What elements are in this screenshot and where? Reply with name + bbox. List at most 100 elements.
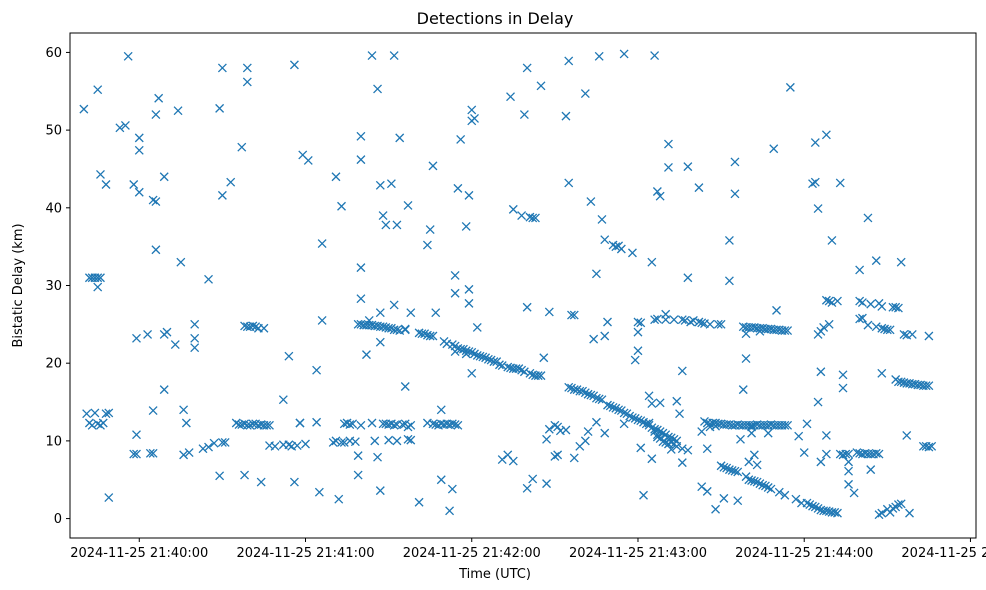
data-point: [331, 436, 341, 446]
data-point: [301, 439, 310, 449]
data-point: [697, 427, 707, 437]
data-point: [470, 349, 479, 359]
data-point: [877, 368, 887, 378]
data-point: [284, 440, 294, 450]
data-point: [688, 316, 698, 325]
data-point: [855, 265, 865, 275]
data-point: [597, 215, 607, 224]
data-point: [384, 435, 394, 445]
data-point: [450, 288, 460, 298]
y-axis-ticks: 0 10 20 30 40 50 60: [45, 46, 70, 527]
data-point: [542, 479, 552, 489]
data-point: [752, 477, 762, 487]
x-axis-ticks: 2024-11-25 21:40:00 2024-11-25 21:41:00 20…: [70, 538, 986, 561]
data-point: [337, 437, 346, 447]
data-point: [713, 319, 723, 329]
data-point: [614, 405, 624, 415]
data-point: [785, 82, 795, 92]
data-point: [295, 418, 305, 428]
data-point: [262, 420, 272, 430]
data-point: [600, 428, 610, 438]
data-point: [514, 364, 524, 374]
data-point: [154, 93, 164, 103]
data-point: [204, 274, 213, 284]
data-point: [151, 197, 161, 207]
data-point: [79, 104, 89, 114]
data-point: [827, 235, 837, 245]
data-point: [445, 506, 455, 516]
data-point: [819, 322, 829, 332]
data-point: [289, 60, 299, 70]
data-point: [303, 155, 313, 165]
data-point: [104, 408, 114, 418]
data-point: [148, 195, 158, 205]
data-point: [866, 299, 876, 309]
data-point: [666, 437, 676, 447]
data-point: [528, 474, 538, 484]
data-point: [813, 204, 823, 214]
data-point: [724, 235, 734, 245]
data-point: [461, 346, 471, 356]
data-point: [572, 385, 582, 395]
data-point: [528, 213, 538, 223]
data-point: [542, 434, 552, 444]
data-point: [580, 89, 590, 99]
y-axis-label: Bistatic Delay (km): [11, 223, 26, 347]
data-point: [824, 296, 834, 306]
data-point: [350, 437, 360, 447]
data-point: [400, 324, 410, 334]
data-point: [874, 449, 884, 459]
x-tick-label: 2024-11-25 21:44:00: [735, 546, 873, 561]
data-point: [705, 319, 715, 329]
data-point: [467, 105, 477, 115]
data-point: [145, 448, 155, 458]
data-point: [508, 456, 518, 466]
data-point: [470, 114, 479, 123]
data-point: [833, 508, 842, 518]
data-point: [633, 346, 643, 356]
data-point: [240, 470, 250, 480]
data-point: [190, 319, 200, 329]
data-point: [486, 355, 496, 365]
data-point: [833, 296, 842, 306]
data-point: [517, 365, 527, 375]
data-point: [821, 295, 831, 305]
data-point: [902, 430, 912, 440]
data-point: [810, 177, 820, 187]
data-point: [647, 257, 657, 267]
data-point: [467, 347, 477, 357]
data-point: [364, 316, 374, 325]
data-point: [375, 308, 385, 318]
data-point: [594, 394, 604, 404]
data-point: [841, 449, 851, 459]
data-point: [384, 323, 394, 333]
data-point: [663, 162, 673, 172]
data-point: [896, 499, 906, 509]
data-point: [170, 340, 180, 350]
data-point: [802, 419, 812, 429]
data-point: [550, 451, 560, 461]
data-point: [677, 444, 687, 454]
data-point: [741, 354, 751, 363]
data-point: [373, 84, 383, 94]
data-point: [780, 420, 790, 430]
data-point: [871, 448, 881, 458]
data-point: [375, 337, 385, 347]
data-point: [569, 385, 579, 395]
data-point: [652, 430, 662, 440]
data-point: [619, 49, 629, 59]
data-point: [553, 450, 563, 460]
data-point: [356, 263, 366, 273]
data-point: [855, 314, 865, 324]
plot-frame: [69, 32, 977, 539]
data-point: [871, 322, 881, 332]
data-point: [220, 437, 230, 447]
data-point: [198, 444, 208, 454]
data-point: [522, 63, 532, 73]
data-point: [669, 315, 679, 325]
data-point: [675, 409, 685, 419]
data-point: [98, 418, 108, 428]
data-point: [87, 420, 97, 430]
data-point: [134, 187, 144, 197]
data-point: [464, 284, 474, 294]
